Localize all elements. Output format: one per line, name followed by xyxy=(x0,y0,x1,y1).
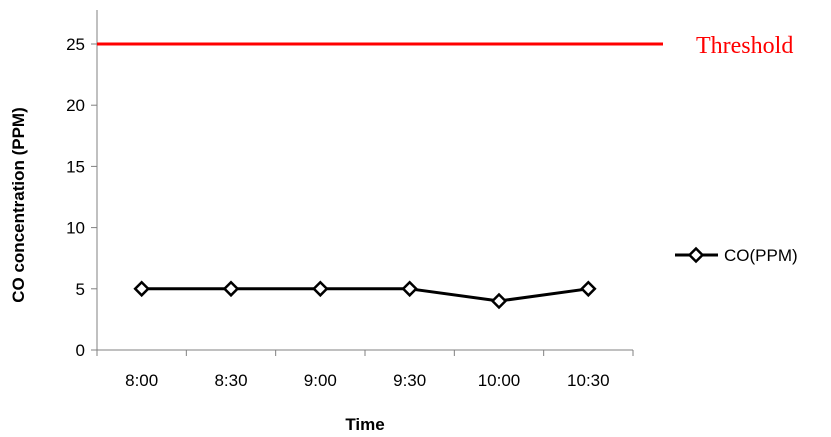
y-tick-label: 0 xyxy=(76,341,85,360)
y-tick-label: 15 xyxy=(66,157,85,176)
x-tick-label: 10:00 xyxy=(478,371,521,390)
legend: CO(PPM) xyxy=(675,246,798,265)
legend-label: CO(PPM) xyxy=(724,246,798,265)
y-axis-title: CO concentration (PPM) xyxy=(9,107,28,303)
x-tick-label: 9:00 xyxy=(304,371,337,390)
y-axis-ticks: 0 5 10 15 20 25 xyxy=(66,35,97,360)
y-tick-label: 20 xyxy=(66,96,85,115)
x-axis-ticks: 8:00 8:30 9:00 9:30 10:00 10:30 xyxy=(96,350,634,390)
x-tick-label: 8:00 xyxy=(125,371,158,390)
x-tick-label: 8:30 xyxy=(214,371,247,390)
y-tick-label: 10 xyxy=(66,219,85,238)
legend-marker xyxy=(687,246,705,264)
data-point-marker xyxy=(401,280,418,298)
x-tick-label: 10:30 xyxy=(567,371,610,390)
series-line xyxy=(141,287,589,303)
x-axis-title: Time xyxy=(345,415,384,434)
data-point-marker xyxy=(312,280,329,298)
threshold-label: Threshold xyxy=(696,33,793,59)
data-point-marker xyxy=(580,280,597,298)
x-tick-label: 9:30 xyxy=(393,371,426,390)
y-tick-label: 5 xyxy=(76,280,85,299)
y-tick-label: 25 xyxy=(66,35,85,54)
data-point-marker xyxy=(222,280,240,298)
data-point-marker xyxy=(133,280,150,298)
data-point-marker xyxy=(490,292,508,310)
series-group xyxy=(133,280,597,310)
